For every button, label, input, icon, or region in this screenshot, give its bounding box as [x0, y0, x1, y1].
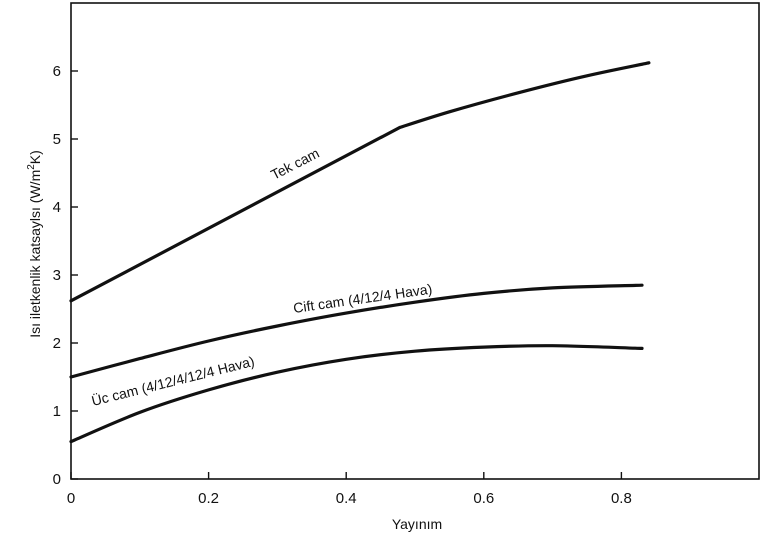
y-tick-label: 0 [53, 471, 61, 488]
y-axis-label-sup: 2 [26, 164, 37, 170]
tick-labels: 0 0.2 0.4 0.6 0.8 0 1 2 3 4 5 6 [53, 63, 632, 507]
series-line-1 [69, 283, 644, 379]
series-label-tek-cam: Tek cam [268, 145, 322, 183]
curves [69, 61, 651, 444]
y-axis-label: Isı iletkenlik katsaylsı (W/m2K) [26, 150, 43, 338]
y-tick-label: 1 [53, 403, 61, 420]
x-tick-label: 0.6 [473, 490, 494, 507]
y-tick-label: 4 [53, 199, 61, 216]
x-tick-label: 0.2 [198, 490, 219, 507]
y-axis-label-main: Isı iletkenlik katsaylsı (W/m [27, 170, 43, 338]
x-axis-label: Yayınım [392, 516, 442, 532]
y-tick-label: 3 [53, 267, 61, 284]
plot-frame [70, 2, 760, 480]
x-tick-label: 0.8 [611, 490, 632, 507]
x-tick-label: 0 [67, 490, 75, 507]
series-line-2 [69, 344, 644, 444]
y-tick-label: 5 [53, 131, 61, 148]
x-tick-label: 0.4 [336, 490, 357, 507]
y-axis-label-end: K) [27, 150, 43, 164]
y-tick-label: 2 [53, 335, 61, 352]
y-tick-label: 6 [53, 63, 61, 80]
tick-marks [70, 70, 623, 480]
series-line-0 [69, 61, 651, 303]
